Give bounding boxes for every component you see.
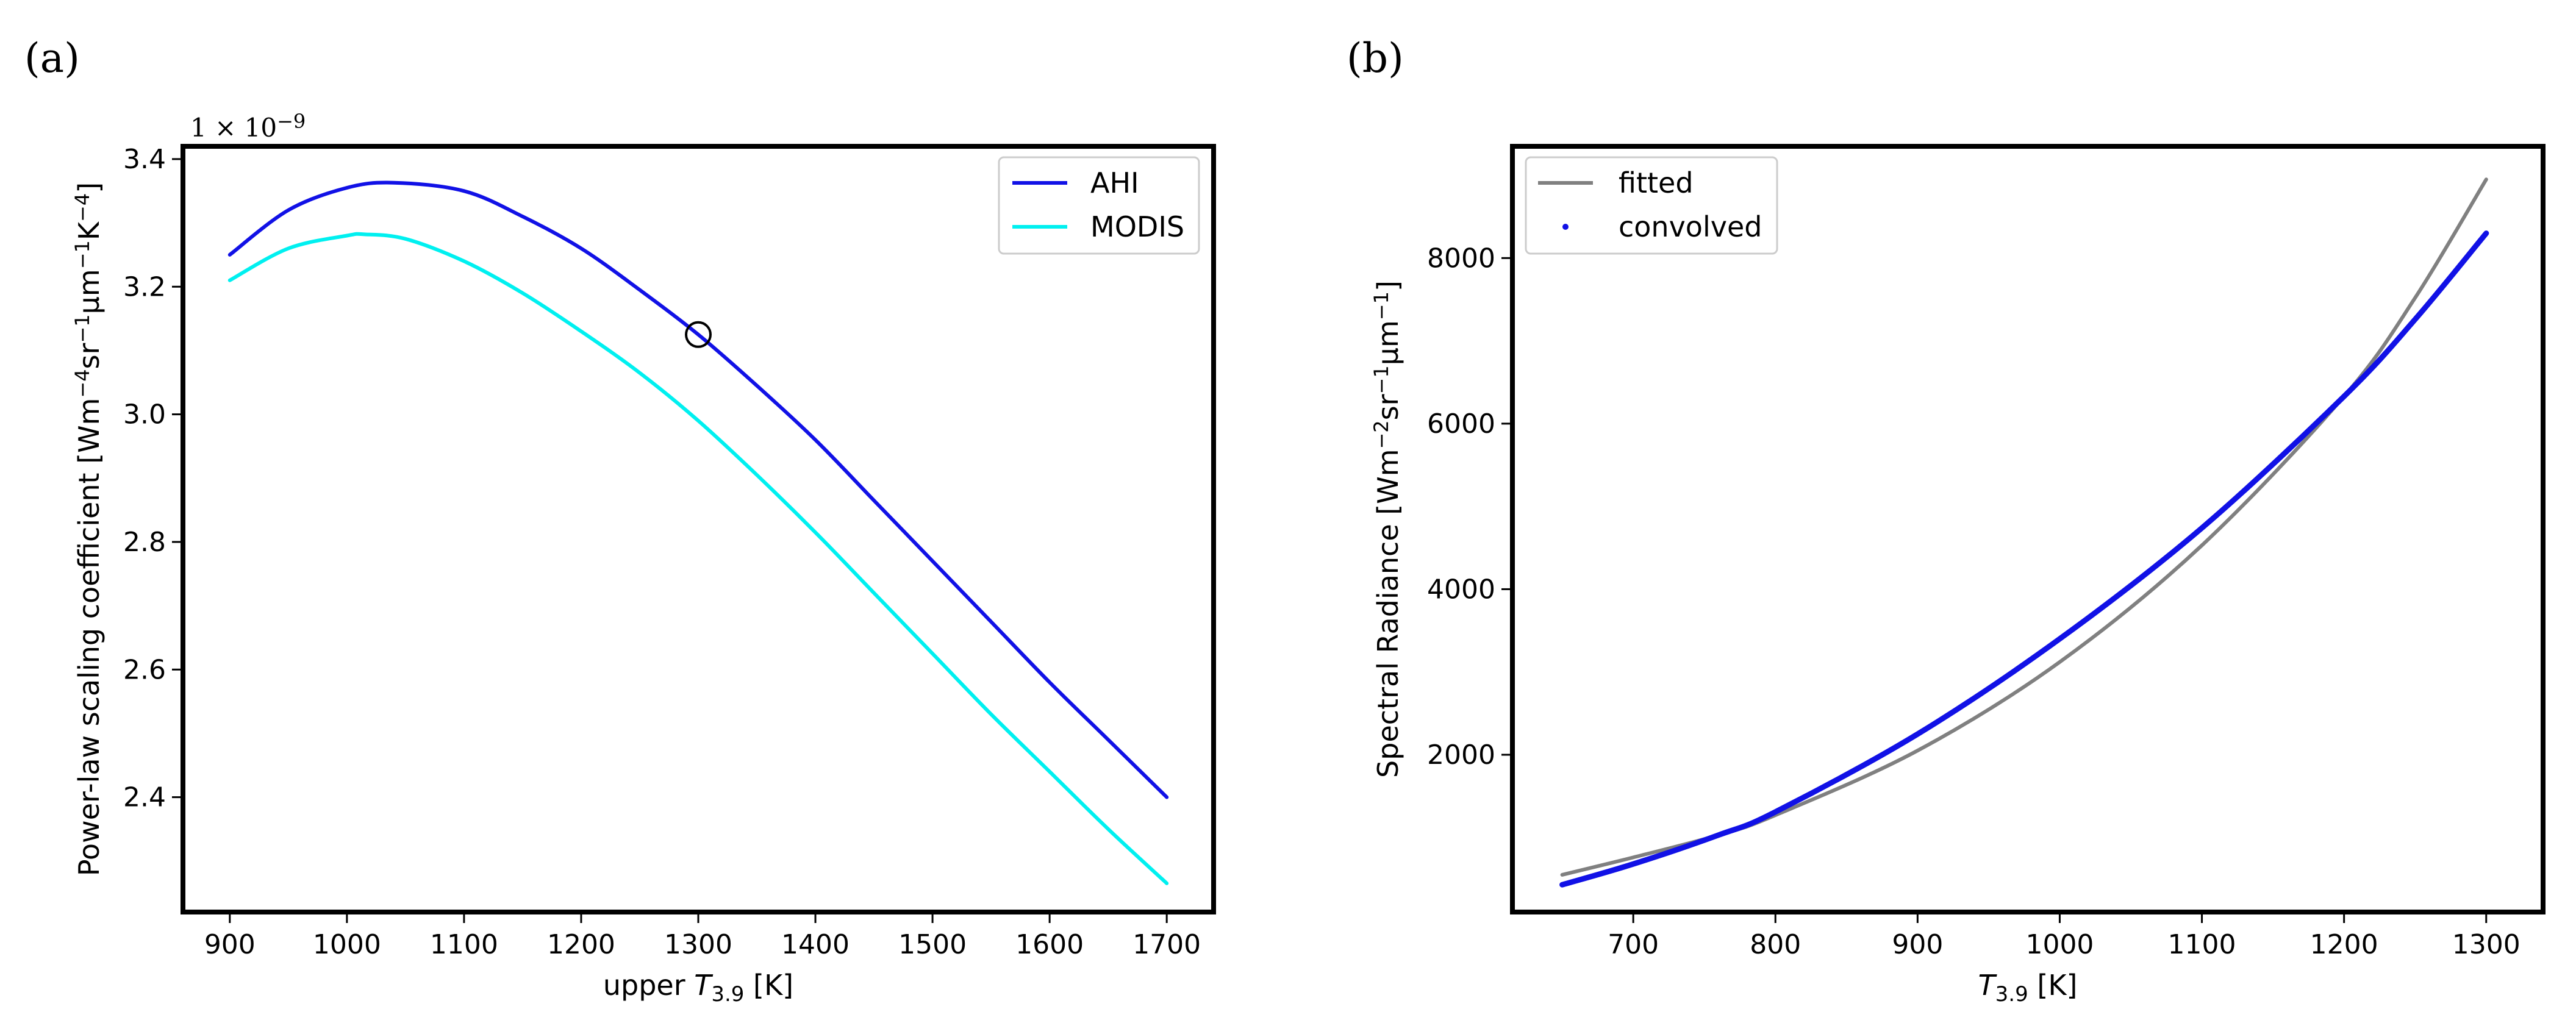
panel-a-marker-circle — [685, 321, 712, 348]
panel-b-ytick-label: 4000 — [1427, 574, 1495, 605]
panel-a-offset-text: 1 × 10−9 — [190, 110, 306, 143]
panel-a-frame — [181, 144, 1216, 914]
legend-label-ahi: AHI — [1090, 166, 1139, 199]
panel-b-xtick-label: 800 — [1750, 929, 1801, 960]
panel-a-xtick-label: 1700 — [1132, 929, 1201, 960]
panel-a-ytick-label: 2.8 — [123, 527, 166, 558]
panel-a-xtick-label: 1600 — [1015, 929, 1084, 960]
panel-b-xtick-label: 700 — [1608, 929, 1659, 960]
legend-label-modis: MODIS — [1090, 210, 1184, 243]
legend-label-convolved: convolved — [1619, 210, 1762, 243]
panel-b-legend: fitted convolved — [1525, 156, 1778, 255]
panel-a-series-ahi — [227, 180, 1169, 799]
panel-b-series-convolved — [1559, 230, 2489, 888]
panel-b-ytick-label: 2000 — [1427, 740, 1495, 771]
panel-a-ytick-label: 3.0 — [123, 399, 166, 430]
panel-b-lines — [1559, 177, 2489, 888]
panel-b-xtick-label: 1100 — [2168, 929, 2236, 960]
panel-a: (a) 900 1000 1100 1200 1300 1400 1500 1600 1700 2… — [24, 35, 1216, 1007]
panel-a-label: (a) — [24, 35, 80, 82]
panel-a-xtick-label: 1400 — [781, 929, 850, 960]
panel-a-lines — [227, 180, 1169, 885]
panel-a-xtick-label: 1200 — [547, 929, 615, 960]
legend-label-fitted: fitted — [1619, 166, 1694, 199]
panel-b: (b) 700 800 900 1000 1100 1200 1300 2000 4000 600… — [1347, 35, 2546, 1007]
panel-b-xtick-label: 1000 — [2025, 929, 2094, 960]
panel-a-series-modis — [227, 232, 1169, 885]
panel-a-ylabel: Power-law scaling coefficient [Wm−4sr−1μ… — [71, 182, 106, 876]
panel-a-xtick-label: 900 — [204, 929, 256, 960]
legend-swatch-convolved — [1562, 224, 1569, 230]
panel-a-ticks: 900 1000 1100 1200 1300 1400 1500 1600 1700 2.4 2.… — [123, 144, 1201, 960]
panel-b-series-fitted — [1560, 177, 2488, 877]
panel-b-xtick-label: 1300 — [2452, 929, 2521, 960]
panel-b-xtick-label: 900 — [1892, 929, 1943, 960]
panel-b-ticks: 700 800 900 1000 1100 1200 1300 2000 4000 6000 800… — [1427, 243, 2521, 960]
panel-b-xlabel: T3.9 [K] — [1978, 969, 2078, 1007]
panel-a-legend: AHI MODIS — [998, 156, 1200, 255]
panel-a-ytick-label: 3.2 — [123, 271, 166, 302]
panel-b-ytick-label: 8000 — [1427, 243, 1495, 274]
panel-a-ytick-label: 3.4 — [123, 144, 166, 175]
panel-a-xtick-label: 1500 — [898, 929, 967, 960]
panel-b-xtick-label: 1200 — [2310, 929, 2378, 960]
panel-a-xtick-label: 1300 — [664, 929, 732, 960]
panel-b-ylabel: Spectral Radiance [Wm−2sr−1μm−1] — [1370, 280, 1404, 778]
panel-a-ytick-label: 2.6 — [123, 654, 166, 685]
panel-b-ytick-label: 6000 — [1427, 408, 1495, 440]
panel-b-label: (b) — [1347, 35, 1404, 82]
panel-a-xlabel: upper T3.9 [K] — [603, 969, 793, 1007]
panel-a-xtick-label: 1000 — [313, 929, 381, 960]
panel-b-frame — [1510, 144, 2546, 914]
panel-a-ytick-label: 2.4 — [123, 782, 166, 813]
panel-a-xtick-label: 1100 — [430, 929, 498, 960]
